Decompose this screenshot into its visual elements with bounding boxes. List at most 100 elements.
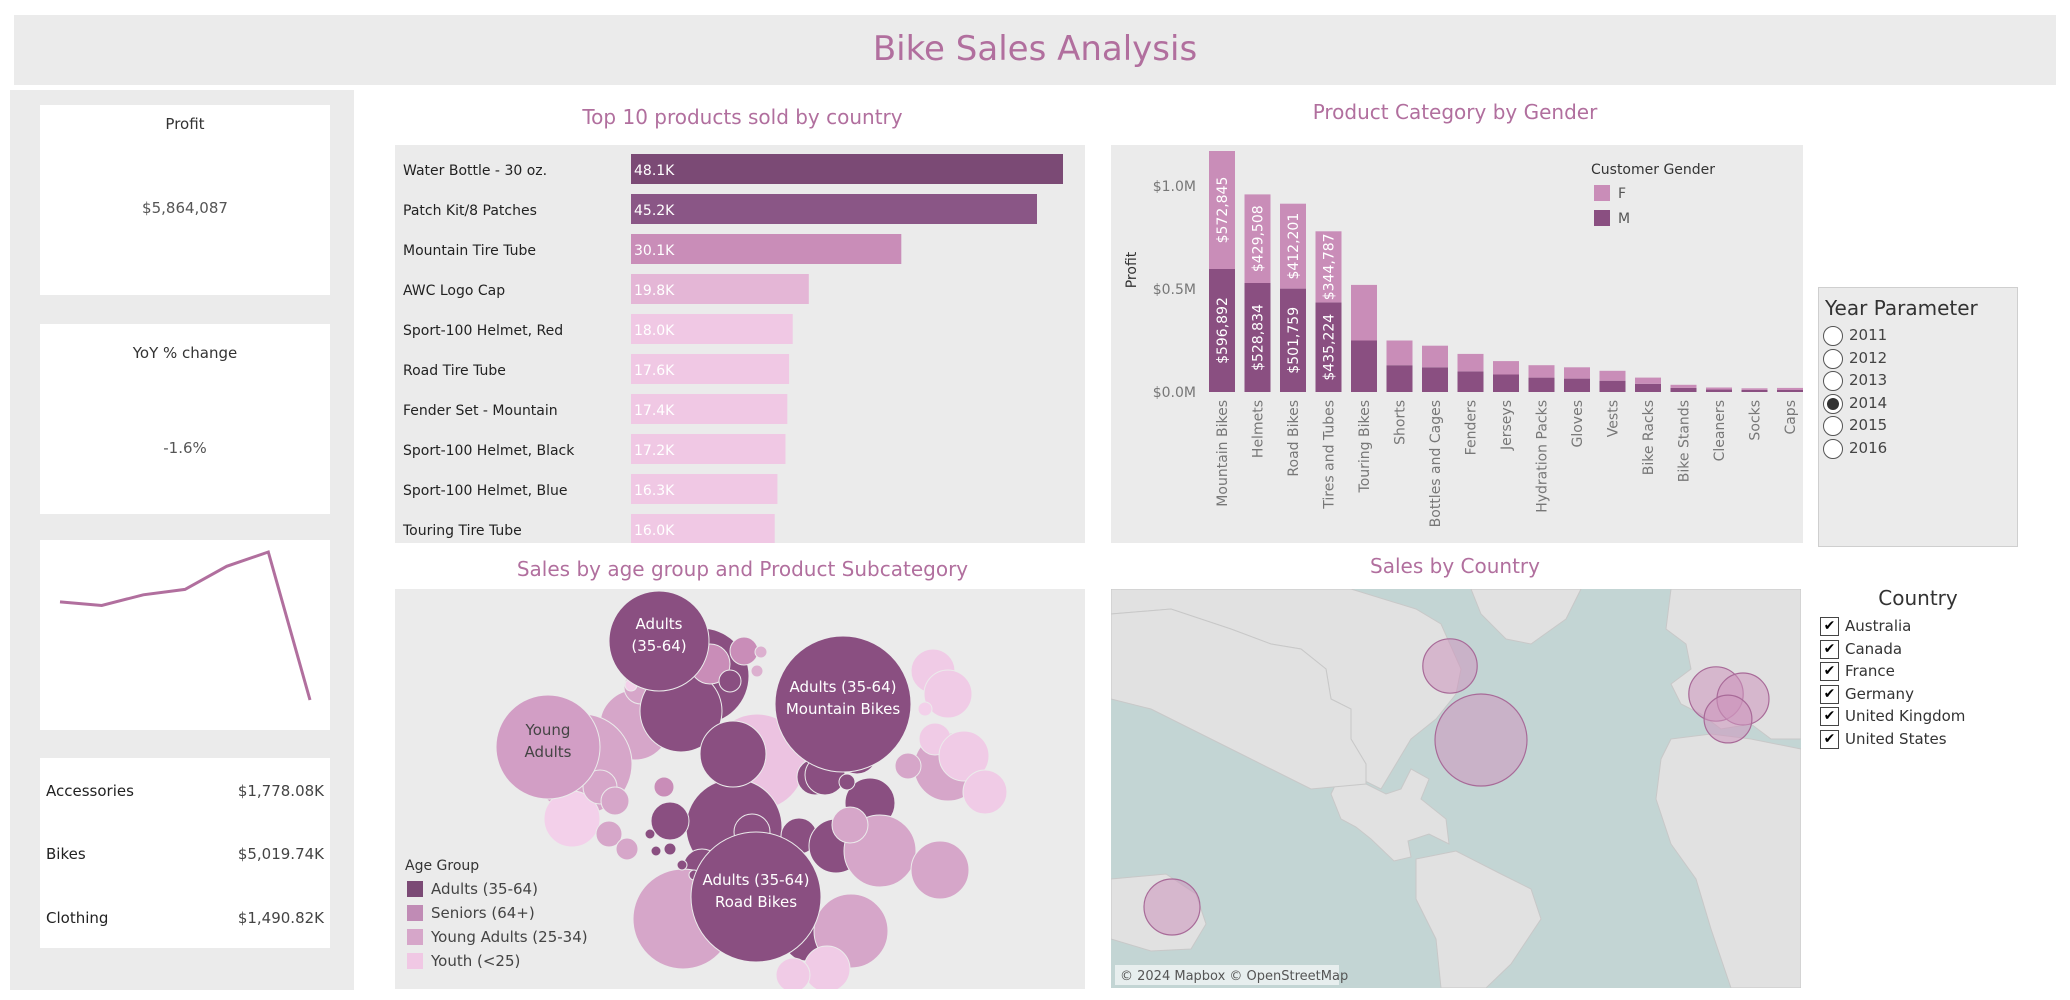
bubble[interactable]: [910, 840, 970, 900]
map-bubble-australia[interactable]: [1143, 878, 1201, 936]
product-bar[interactable]: [631, 514, 775, 543]
bar-segment-m[interactable]: [1599, 380, 1626, 392]
bubble[interactable]: [653, 776, 675, 798]
bar-segment-f[interactable]: [1422, 345, 1448, 368]
checkbox[interactable]: ✔: [1820, 662, 1839, 681]
bar-segment-f[interactable]: [1351, 284, 1377, 341]
checkbox[interactable]: ✔: [1820, 617, 1839, 636]
bubble[interactable]: [699, 720, 767, 788]
bar-segment-m[interactable]: [1422, 367, 1448, 392]
bubble[interactable]: [650, 801, 690, 841]
bar-segment-f[interactable]: [1244, 194, 1271, 283]
bubble[interactable]: [775, 957, 811, 989]
product-bar[interactable]: [631, 194, 1037, 224]
bubble[interactable]: [729, 636, 759, 666]
bubble[interactable]: [962, 769, 1008, 815]
header-banner: Bike Sales Analysis: [14, 15, 2056, 85]
bar-segment-f[interactable]: [1599, 370, 1626, 381]
map-title: Sales by Country: [1370, 554, 1540, 578]
bar-segment-m[interactable]: [1635, 383, 1661, 392]
bubble[interactable]: [894, 752, 922, 780]
radio-button[interactable]: [1823, 416, 1843, 436]
radio-button[interactable]: [1823, 371, 1843, 391]
checkbox[interactable]: ✔: [1820, 684, 1839, 704]
bubble[interactable]: [754, 645, 768, 659]
product-bar[interactable]: [631, 394, 788, 424]
bubble[interactable]: [600, 786, 630, 816]
bar-segment-f[interactable]: [1280, 203, 1306, 289]
bubble[interactable]: [676, 859, 688, 871]
bar-segment-m[interactable]: [1706, 389, 1732, 393]
map-bubble-united-states[interactable]: [1434, 693, 1528, 787]
product-bar[interactable]: [631, 474, 778, 504]
bar-value-label-f: $344,787: [1322, 233, 1338, 300]
bubble[interactable]: [917, 701, 933, 717]
bar-segment-m[interactable]: [1777, 389, 1803, 392]
map-bubble-france[interactable]: [1703, 694, 1753, 744]
bubble[interactable]: [803, 945, 851, 989]
bubble-labeled[interactable]: [690, 831, 822, 963]
bubble[interactable]: [750, 664, 764, 678]
bar-segment-m[interactable]: [1244, 283, 1271, 392]
category-name: Accessories: [46, 782, 134, 800]
bar-segment-m[interactable]: [1493, 374, 1519, 393]
bubble-labeled[interactable]: [608, 590, 710, 692]
bar-segment-m[interactable]: [1741, 389, 1768, 392]
bar-segment-m[interactable]: [1351, 340, 1377, 393]
bubble[interactable]: [938, 730, 990, 782]
product-bar[interactable]: [631, 354, 790, 384]
bar-segment-f[interactable]: [1564, 367, 1590, 379]
product-bar[interactable]: [631, 274, 809, 304]
bar-segment-m[interactable]: [1670, 387, 1697, 392]
bar-segment-f[interactable]: [1706, 387, 1732, 390]
bar-segment-m[interactable]: [1315, 302, 1342, 392]
product-bar[interactable]: [631, 234, 902, 264]
bar-segment-f[interactable]: [1777, 387, 1803, 390]
country-option-label: Germany: [1845, 684, 1914, 703]
bubble[interactable]: [644, 828, 656, 840]
radio-button[interactable]: [1823, 438, 1843, 459]
bar-segment-f[interactable]: [1670, 384, 1697, 388]
bar-segment-m[interactable]: [1386, 365, 1413, 392]
bubble[interactable]: [831, 806, 869, 844]
bar-segment-m[interactable]: [1209, 269, 1235, 392]
checkbox[interactable]: ✔: [1820, 639, 1839, 659]
map-bubble-canada[interactable]: [1422, 638, 1478, 694]
bubble[interactable]: [595, 820, 623, 848]
bar-segment-m[interactable]: [1564, 378, 1590, 392]
map-panel[interactable]: © 2024 Mapbox © OpenStreetMap: [1111, 589, 1801, 988]
bar-segment-f[interactable]: [1741, 388, 1768, 390]
product-bar[interactable]: [631, 154, 1063, 184]
checkbox[interactable]: ✔: [1820, 707, 1839, 726]
product-bar-label: 17.4K: [634, 403, 675, 419]
bar-segment-f[interactable]: [1457, 353, 1484, 372]
bubble[interactable]: [663, 842, 677, 856]
radio-button[interactable]: [1823, 348, 1843, 369]
bubble-label: Adults: [525, 743, 572, 761]
bubble-labeled[interactable]: [495, 694, 601, 800]
bar-segment-m[interactable]: [1457, 371, 1484, 392]
landmass-africa: [1655, 733, 1801, 988]
bar-value-label-m: $596,892: [1215, 297, 1231, 364]
product-bar[interactable]: [631, 314, 793, 344]
bar-segment-m[interactable]: [1280, 288, 1306, 392]
bar-segment-f[interactable]: [1635, 377, 1661, 384]
bar-segment-f[interactable]: [1315, 231, 1342, 303]
bar-segment-f[interactable]: [1209, 151, 1235, 269]
bar-segment-m[interactable]: [1528, 377, 1555, 392]
sales-by-country-map[interactable]: © 2024 Mapbox © OpenStreetMap: [1111, 589, 1801, 988]
category-card: Accessories $1,778.08K Bikes $5,019.74K …: [40, 758, 330, 948]
radio-button[interactable]: [1823, 326, 1843, 346]
checkbox[interactable]: ✔: [1820, 729, 1839, 749]
radio-button[interactable]: [1823, 393, 1843, 414]
bar-segment-f[interactable]: [1386, 340, 1413, 366]
bubble[interactable]: [650, 845, 662, 857]
bubble[interactable]: [615, 837, 639, 861]
bar-segment-f[interactable]: [1493, 361, 1519, 375]
product-bar[interactable]: [631, 434, 786, 464]
bubble[interactable]: [923, 669, 973, 719]
bubble[interactable]: [718, 669, 742, 693]
bubble-labeled[interactable]: [774, 635, 912, 773]
bubble[interactable]: [838, 773, 856, 791]
bar-segment-f[interactable]: [1528, 365, 1555, 378]
